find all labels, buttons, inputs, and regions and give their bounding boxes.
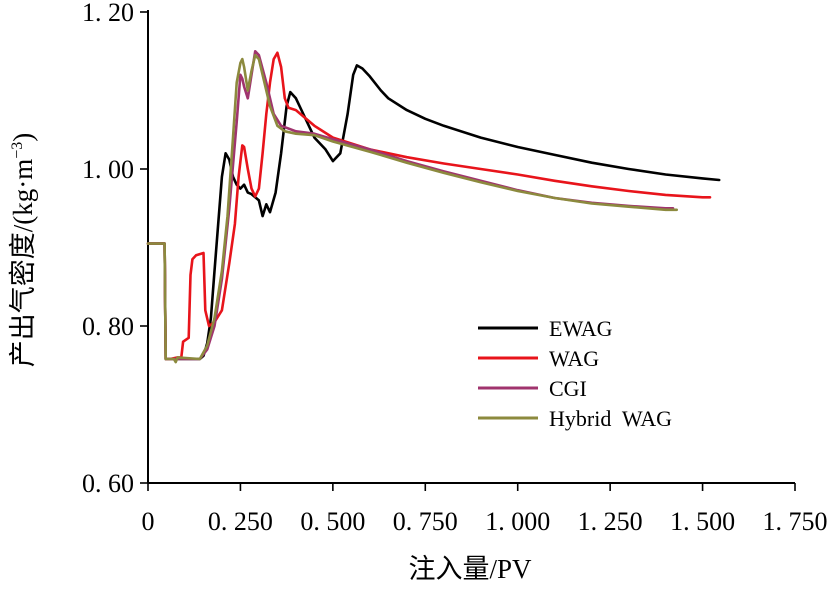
legend-label: Hybrid WAG bbox=[549, 406, 672, 431]
y-axis-label-sup: −3 bbox=[9, 142, 26, 159]
tick-labels: 0 0. 250 0. 500 0. 750 1. 000 1. 250 1. 500 1. … bbox=[82, 0, 828, 536]
series-line-hybrid-wag bbox=[146, 53, 678, 364]
y-axis-label-close: ) bbox=[8, 133, 38, 142]
y-tick-label: 0. 80 bbox=[82, 312, 134, 341]
series-line-wag bbox=[146, 51, 712, 361]
y-axis-label: 产出气密度/(kg·m−3) bbox=[8, 133, 38, 368]
series-lines bbox=[146, 50, 721, 364]
y-axis-label-unit: (kg·m bbox=[8, 159, 38, 225]
x-tick-label: 0. 500 bbox=[300, 507, 365, 536]
x-tick-label: 1. 250 bbox=[578, 507, 643, 536]
legend-label: CGI bbox=[549, 376, 587, 401]
y-tick-label: 1. 20 bbox=[82, 0, 134, 27]
legend: EWAG WAG CGI Hybrid WAG bbox=[478, 316, 672, 431]
x-tick-label: 1. 500 bbox=[670, 507, 735, 536]
axis-ticks bbox=[140, 11, 796, 491]
x-axis-label: 注入量/PV bbox=[408, 554, 532, 584]
y-tick-label: 0. 60 bbox=[82, 469, 134, 498]
x-tick-label: 0 bbox=[142, 507, 155, 536]
y-axis-label-main: 产出气密度/ bbox=[8, 224, 38, 367]
x-tick-label: 0. 250 bbox=[208, 507, 273, 536]
legend-label: EWAG bbox=[549, 316, 613, 341]
y-tick-label: 1. 00 bbox=[82, 155, 134, 184]
legend-label: WAG bbox=[549, 346, 599, 371]
x-tick-label: 1. 000 bbox=[485, 507, 550, 536]
x-tick-label: 1. 750 bbox=[763, 507, 828, 536]
x-tick-label: 0. 750 bbox=[393, 507, 458, 536]
series-line-cgi bbox=[146, 50, 675, 361]
